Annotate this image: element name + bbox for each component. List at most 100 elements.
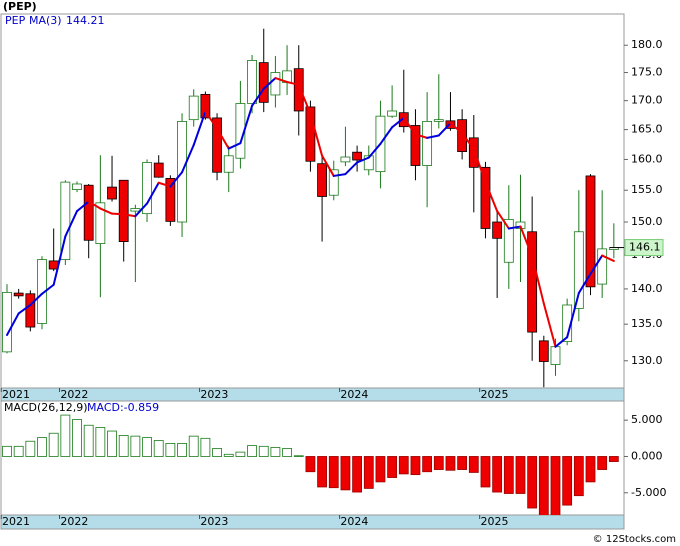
candle-body	[550, 346, 561, 365]
ma-line	[379, 126, 394, 145]
y-tick-label: 0.000	[631, 449, 663, 462]
candle-body	[585, 175, 596, 288]
macd-bar	[422, 456, 433, 473]
candle-body	[118, 179, 129, 243]
macd-bar	[95, 427, 106, 457]
macd-bar	[433, 456, 444, 470]
x-tick-label: 2021	[2, 515, 30, 528]
ma-line	[192, 110, 207, 146]
candle-body	[293, 68, 304, 112]
ma-line	[461, 132, 475, 151]
macd-bar	[457, 456, 468, 470]
macd-bar	[375, 456, 386, 483]
ma-line	[402, 116, 417, 136]
macd-bar	[480, 456, 491, 488]
ma-line	[99, 207, 114, 215]
ma-line	[157, 181, 172, 188]
y-tick-label: 155.0	[631, 183, 663, 196]
macd-bar	[212, 448, 222, 457]
y-tick-label: 140.0	[631, 282, 663, 295]
candle-body	[503, 219, 514, 263]
macd-bar	[445, 456, 456, 471]
ma-line	[204, 110, 219, 130]
macd-bar	[293, 455, 304, 457]
candle-body	[223, 155, 234, 173]
y-tick-label: 175.0	[631, 66, 663, 79]
ma-line	[297, 83, 312, 115]
candle-body	[480, 166, 491, 229]
symbol-label: PEP	[5, 14, 26, 27]
macd-bar	[200, 437, 211, 457]
macd-bar	[48, 432, 59, 457]
candle-body	[25, 293, 36, 328]
y-tick-label: 150.0	[631, 215, 663, 228]
candle-body	[107, 186, 117, 200]
ma-line	[169, 171, 184, 188]
macd-bar	[492, 456, 503, 493]
x-tick-label: 2022	[60, 515, 88, 528]
candle-body	[72, 183, 82, 190]
macd-bar	[387, 456, 398, 478]
ma-line	[29, 292, 44, 306]
ma-line	[321, 154, 335, 177]
macd-bar	[247, 445, 257, 457]
x-tick-label: 2023	[200, 515, 228, 528]
candle-body	[363, 155, 374, 171]
candle-body	[328, 169, 339, 196]
ma-line	[76, 200, 90, 213]
macd-bar	[305, 456, 316, 473]
macd-bar	[107, 430, 117, 457]
macd-bar	[188, 435, 199, 457]
macd-bar	[503, 456, 514, 494]
x-tick-label: 2024	[340, 388, 368, 401]
candle-body	[422, 121, 433, 166]
macd-value: MACD:-0.859	[87, 401, 159, 414]
y-tick-label: 135.0	[631, 317, 663, 330]
macd-bar	[515, 456, 526, 494]
ma-line	[227, 142, 242, 150]
macd-bar	[317, 456, 327, 488]
candle-body	[247, 60, 257, 104]
ma-line	[41, 283, 55, 295]
macd-bar	[398, 456, 409, 475]
candle-body	[200, 93, 211, 119]
candle-body	[165, 178, 176, 222]
candle-body	[573, 231, 584, 309]
ma-line	[251, 87, 265, 107]
x-tick-label: 2025	[480, 388, 508, 401]
ma-line	[239, 104, 254, 145]
macd-bar	[177, 443, 187, 457]
candle-body	[597, 248, 608, 285]
macd-bar	[83, 424, 94, 457]
x-tick-label: 2022	[60, 388, 88, 401]
candle-body	[492, 221, 503, 239]
x-axis-band	[0, 514, 625, 530]
last-price-label: 146.1	[629, 241, 661, 254]
macd-bars	[2, 414, 619, 515]
candle-body	[527, 231, 538, 333]
candle-body	[212, 117, 222, 173]
candle-body	[153, 162, 164, 178]
macd-bar	[142, 437, 152, 457]
ma-line	[262, 77, 277, 90]
ma-line	[309, 112, 324, 157]
macd-bar	[270, 446, 281, 457]
ma-line	[391, 116, 405, 129]
macd-bar	[235, 451, 246, 457]
chart-title: (PEP)	[3, 0, 37, 13]
y-tick-label: 170.0	[631, 94, 663, 107]
y-tick-label: 180.0	[631, 38, 663, 51]
macd-bar	[328, 456, 339, 489]
ma-line	[566, 292, 580, 339]
ma-line	[519, 225, 534, 258]
candle-body	[457, 119, 468, 152]
legend-label: MA(3)	[29, 14, 62, 27]
candle-body	[130, 208, 141, 212]
macd-bar	[573, 456, 584, 497]
x-tick-label: 2025	[480, 515, 508, 528]
ma-line	[426, 134, 440, 139]
ma-line	[274, 77, 289, 84]
candle-body	[95, 202, 106, 244]
ma-line	[122, 213, 137, 218]
